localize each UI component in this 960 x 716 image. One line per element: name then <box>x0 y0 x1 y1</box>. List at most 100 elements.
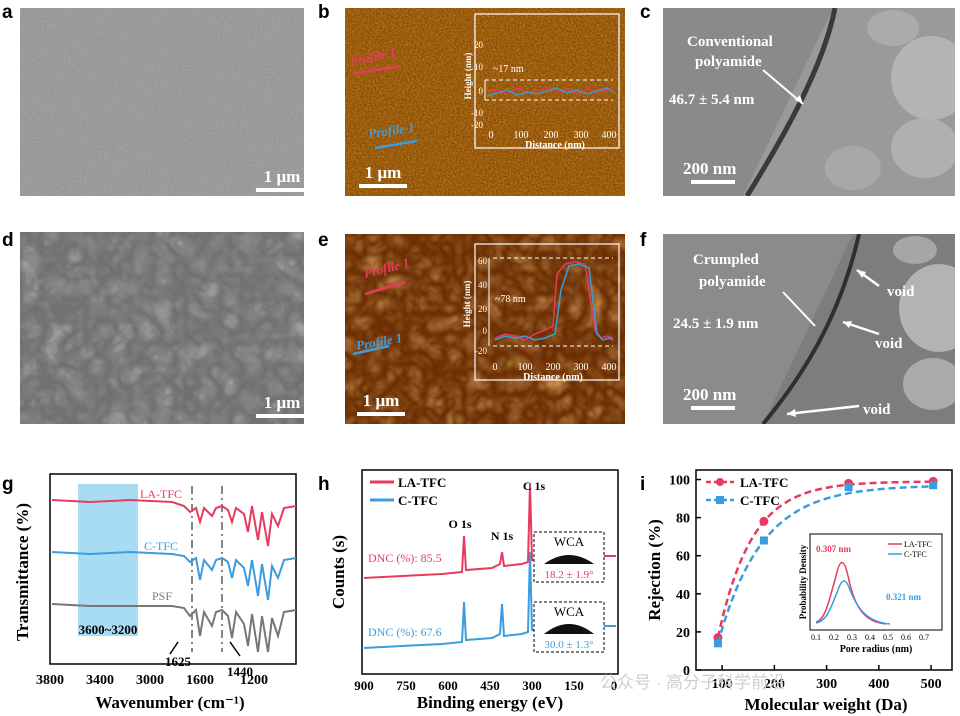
rej-xtick-label: 400 <box>868 677 889 692</box>
rej-legend-la-tfc: LA-TFC <box>740 475 788 490</box>
svg-text:100: 100 <box>518 362 533 373</box>
svg-text:LA-TFC: LA-TFC <box>904 540 932 549</box>
rej-ytick-label: 20 <box>676 626 690 641</box>
rej-y-axis-label: Rejection (%) <box>645 519 664 621</box>
xps-legend-la-tfc: LA-TFC <box>398 475 446 490</box>
afm-image-e: Profile 1 Profile 1 1 μm ~78 nm Height (… <box>345 234 625 424</box>
rej-fit-la-tfc <box>716 480 934 638</box>
profile-line-blue-b <box>374 139 418 150</box>
svg-text:20: 20 <box>474 40 484 50</box>
svg-text:Probability Density: Probability Density <box>798 544 808 619</box>
profile-line-red-b <box>352 64 401 76</box>
sem-image-d: 1 μm <box>20 232 304 424</box>
svg-text:600: 600 <box>438 678 458 693</box>
svg-text:Distance (nm): Distance (nm) <box>525 140 585 151</box>
svg-text:-10: -10 <box>471 108 483 118</box>
polyamide-layer-c <box>744 8 838 196</box>
svg-text:750: 750 <box>396 678 416 693</box>
svg-text:300: 300 <box>522 678 542 693</box>
scalebar-label-c: 200 nm <box>683 159 736 178</box>
ftir-series-psf <box>51 603 297 653</box>
peak-o1s: O 1s <box>448 517 471 531</box>
svg-text:0: 0 <box>493 362 498 373</box>
band-highlight <box>78 484 138 636</box>
svg-text:60: 60 <box>478 256 488 266</box>
void-label-3: void <box>863 402 891 418</box>
svg-text:1200: 1200 <box>240 673 268 688</box>
scalebar-label-d: 1 μm <box>264 393 301 412</box>
sem-image-a: 1 μm <box>20 8 304 196</box>
svg-text:0.2: 0.2 <box>829 633 839 642</box>
ftir-chart-g: 3600~3200 LA-TFC C-TFC PSF 1625 1440 Tra… <box>13 473 297 712</box>
svg-text:~17 nm: ~17 nm <box>493 64 524 75</box>
svg-text:Distance (nm): Distance (nm) <box>523 372 583 383</box>
wca-inset-blue: WCA 30.0 ± 1.3° <box>533 601 605 653</box>
polyamide-layer-f <box>761 234 861 424</box>
svg-text:30.0 ± 1.3°: 30.0 ± 1.3° <box>545 639 594 651</box>
svg-text:WCA: WCA <box>554 534 585 549</box>
ftir-series-c-tfc <box>51 550 297 601</box>
rej-fit-c-tfc <box>716 485 934 644</box>
band-label: 3600~3200 <box>79 622 138 637</box>
svg-text:300: 300 <box>574 130 589 141</box>
svg-text:3800: 3800 <box>36 673 64 688</box>
profile-label-blue-b: Profile 1 <box>367 120 415 141</box>
svg-text:40: 40 <box>478 280 488 290</box>
svg-text:900: 900 <box>354 678 374 693</box>
rej-x-axis-label: Molecular weight (Da) <box>744 695 907 714</box>
svg-text:Height (nm): Height (nm) <box>462 281 472 328</box>
xps-x-axis-label: Binding energy (eV) <box>417 693 563 712</box>
xps-chart-h: LA-TFC C-TFC O 1s N 1s C 1s DNC (%): 85.… <box>329 469 619 712</box>
rej-xtick-label: 300 <box>816 677 837 692</box>
xps-y-axis-label: Counts (s) <box>329 535 348 609</box>
panel-f-label: f <box>640 230 647 251</box>
ftir-y-axis-label: Transmittance (%) <box>13 503 32 641</box>
panel-e-label: e <box>318 230 329 251</box>
rej-point-c-tfc <box>713 639 722 648</box>
tem-label-f-2: polyamide <box>699 274 766 290</box>
tem-image-f: Crumpled polyamide 24.5 ± 1.9 nm void vo… <box>663 234 955 424</box>
xps-legend-c-tfc: C-TFC <box>398 493 438 508</box>
ftir-label-psf: PSF <box>152 589 172 603</box>
svg-text:3400: 3400 <box>86 673 114 688</box>
svg-text:18.2 ± 1.9°: 18.2 ± 1.9° <box>545 569 594 581</box>
rej-xtick-label: 200 <box>764 677 785 692</box>
svg-text:100: 100 <box>514 130 529 141</box>
peak-n1s: N 1s <box>491 529 514 543</box>
thickness-f: 24.5 ± 1.9 nm <box>673 316 759 332</box>
svg-text:Pore radius (nm): Pore radius (nm) <box>840 644 913 655</box>
panel-h-label: h <box>318 474 330 495</box>
scalebar-label-f: 200 nm <box>683 385 736 404</box>
svg-text:0.6: 0.6 <box>901 633 911 642</box>
dnc-c-tfc: DNC (%): 67.6 <box>368 625 442 639</box>
thickness-c: 46.7 ± 5.4 nm <box>669 92 755 108</box>
svg-text:0.1: 0.1 <box>811 633 821 642</box>
dnc-la-tfc: DNC (%): 85.5 <box>368 551 442 565</box>
rej-ytick-label: 60 <box>676 550 690 565</box>
rej-point-c-tfc <box>844 483 853 492</box>
rej-ytick-label: 100 <box>669 474 690 489</box>
ftir-series-la-tfc <box>51 498 297 547</box>
svg-text:3000: 3000 <box>136 673 164 688</box>
panel-d-label: d <box>2 230 14 251</box>
svg-text:-20: -20 <box>471 120 483 130</box>
svg-text:0.3: 0.3 <box>847 633 857 642</box>
scalebar-label-e: 1 μm <box>363 391 400 410</box>
void-label-1: void <box>887 284 915 300</box>
svg-text:Height (nm): Height (nm) <box>463 53 473 100</box>
panel-i-label: i <box>640 474 646 495</box>
afm-image-b: Profile 1 Profile 1 1 μm ~17 nm Height (… <box>345 8 625 196</box>
svg-text:450: 450 <box>480 678 500 693</box>
tem-label-c-1: Conventional <box>687 34 773 50</box>
wca-inset-red: WCA 18.2 ± 1.9° <box>533 531 605 583</box>
void-label-2: void <box>875 336 903 352</box>
svg-text:WCA: WCA <box>554 604 585 619</box>
svg-text:0: 0 <box>483 326 488 336</box>
panel-c-label: c <box>640 2 651 23</box>
watermark: 公众号 · 高分子科学前沿 <box>600 673 786 692</box>
svg-text:0.321 nm: 0.321 nm <box>886 592 922 602</box>
panel-b-label: b <box>318 2 330 23</box>
peak-c1s: C 1s <box>523 479 546 493</box>
svg-text:150: 150 <box>564 678 584 693</box>
rej-legend-c-tfc: C-TFC <box>740 493 780 508</box>
